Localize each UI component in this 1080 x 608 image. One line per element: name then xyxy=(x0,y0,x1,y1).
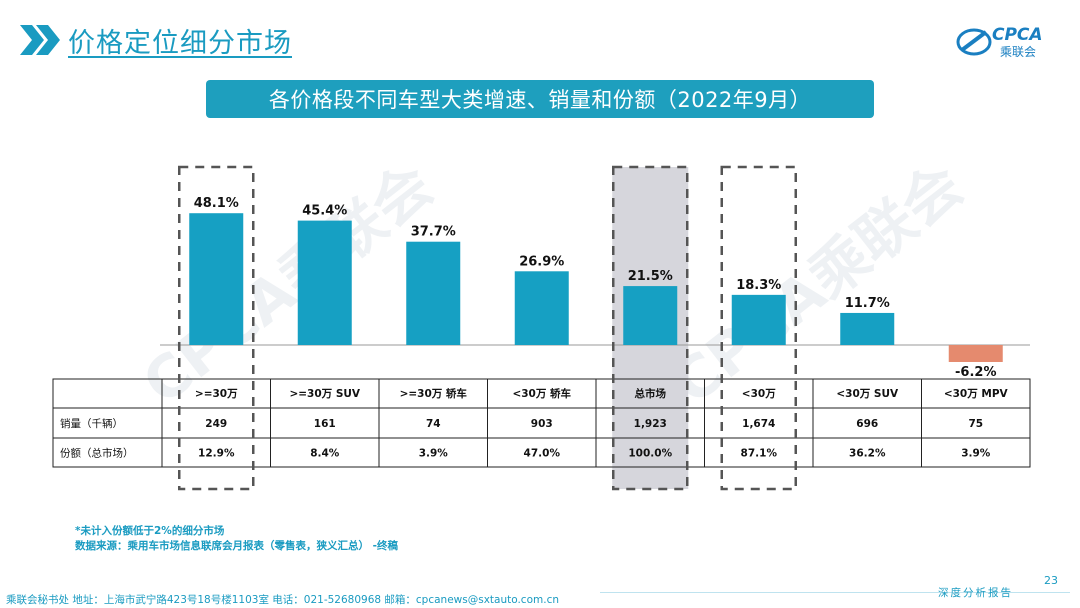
table-cell: 161 xyxy=(314,418,336,430)
data-label: 48.1% xyxy=(194,196,239,211)
table-cell: 36.2% xyxy=(849,448,886,460)
bar xyxy=(623,286,677,345)
bar xyxy=(732,295,786,345)
data-label: 11.7% xyxy=(845,296,890,311)
table-cell: 74 xyxy=(426,418,441,430)
note-line-2: 数据来源：乘用车市场信息联席会月报表（零售表，狭义汇总） -终稿 xyxy=(75,539,398,554)
category-label: <30万 MPV xyxy=(944,388,1009,400)
data-label: 21.5% xyxy=(628,269,673,284)
bar xyxy=(840,313,894,345)
bar-chart: CPCA乘联会 CPCA乘联会48.1%>=30万45.4%>=30万 SUV37… xyxy=(0,0,1080,608)
table-row-label: 份额（总市场） xyxy=(60,447,134,460)
table-cell: 47.0% xyxy=(524,448,561,460)
data-label: -6.2% xyxy=(955,365,996,380)
footer-report-label: 深度分析报告 xyxy=(938,585,1013,600)
table-cell: 75 xyxy=(968,418,983,430)
data-label: 18.3% xyxy=(736,278,781,293)
bar xyxy=(189,213,243,345)
category-label: >=30万 轿车 xyxy=(400,387,468,400)
watermark-text: CPCA乘联会 xyxy=(130,151,445,418)
table-cell: 1,674 xyxy=(742,418,775,430)
category-label: <30万 xyxy=(742,388,776,400)
table-row-label: 销量（千辆） xyxy=(60,417,123,430)
category-label: >=30万 SUV xyxy=(289,388,360,400)
table-cell: 696 xyxy=(856,418,878,430)
bar xyxy=(406,242,460,345)
table-cell: 3.9% xyxy=(419,448,449,460)
table-cell: 249 xyxy=(205,418,227,430)
table-cell: 12.9% xyxy=(198,448,235,460)
notes: *未计入份额低于2%的细分市场 数据来源：乘用车市场信息联席会月报表（零售表，狭… xyxy=(75,524,398,554)
data-label: 37.7% xyxy=(411,225,456,240)
category-label: <30万 SUV xyxy=(836,388,899,400)
table-cell: 100.0% xyxy=(628,448,672,460)
category-label: <30万 轿车 xyxy=(512,387,571,400)
table-cell: 8.4% xyxy=(310,448,340,460)
category-label: >=30万 xyxy=(195,388,238,400)
table-cell: 87.1% xyxy=(741,448,778,460)
table-cell: 903 xyxy=(531,418,553,430)
page-number: 23 xyxy=(1044,574,1058,587)
data-label: 45.4% xyxy=(302,204,347,219)
bar xyxy=(515,271,569,345)
bar xyxy=(949,345,1003,362)
table-cell: 3.9% xyxy=(961,448,991,460)
footer-address: 乘联会秘书处 地址：上海市武宁路423号18号楼1103室 电话：021-526… xyxy=(6,592,559,607)
data-label: 26.9% xyxy=(519,254,564,269)
bar xyxy=(298,221,352,345)
table-cell: 1,923 xyxy=(634,418,667,430)
category-label: 总市场 xyxy=(635,387,667,400)
watermark-text: CPCA乘联会 xyxy=(660,151,975,418)
note-line-1: *未计入份额低于2%的细分市场 xyxy=(75,524,398,539)
